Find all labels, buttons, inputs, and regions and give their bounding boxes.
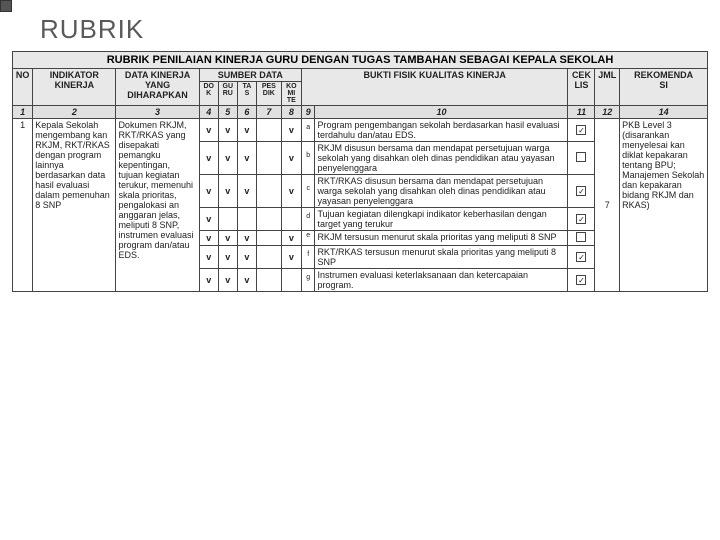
coln-8: 8 — [281, 106, 301, 119]
cell-bukti-num: b — [301, 142, 314, 175]
cell-sumber: v — [237, 231, 256, 246]
coln-7: 7 — [256, 106, 281, 119]
cell-sumber — [256, 231, 281, 246]
cell-ceklis[interactable]: ✓ — [568, 269, 595, 292]
th-sumber: SUMBER DATA — [199, 69, 301, 82]
coln-12: 12 — [595, 106, 620, 119]
page-title: RUBRIK — [0, 0, 720, 51]
th-indikator: INDIKATOR KINERJA — [33, 69, 116, 106]
cell-sumber: v — [199, 269, 218, 292]
th-s1: GU RU — [218, 82, 237, 106]
cell-sumber: v — [199, 142, 218, 175]
cell-bukti-text: Instrumen evaluasi keterlaksanaan dan ke… — [315, 269, 568, 292]
cell-sumber: v — [199, 246, 218, 269]
cell-no: 1 — [13, 119, 33, 292]
table-wrapper: RUBRIK PENILAIAN KINERJA GURU DENGAN TUG… — [0, 51, 720, 298]
cell-sumber: v — [218, 142, 237, 175]
cell-data: Dokumen RKJM, RKT/RKAS yang disepakati p… — [116, 119, 199, 292]
coln-10: 10 — [315, 106, 568, 119]
cell-sumber — [218, 208, 237, 231]
cell-sumber — [237, 208, 256, 231]
cell-sumber — [256, 269, 281, 292]
cell-sumber: v — [281, 119, 301, 142]
cell-bukti-text: Program pengembangan sekolah berdasarkan… — [315, 119, 568, 142]
coln-6: 6 — [237, 106, 256, 119]
cell-sumber: v — [218, 175, 237, 208]
cell-sumber: v — [199, 231, 218, 246]
th-s0: DO K — [199, 82, 218, 106]
rubric-table: NO INDIKATOR KINERJA DATA KINERJA YANG D… — [12, 68, 708, 292]
cell-sumber — [256, 142, 281, 175]
th-cek: CEK LIS — [568, 69, 595, 106]
cell-bukti-num: c — [301, 175, 314, 208]
th-data: DATA KINERJA YANG DIHARAPKAN — [116, 69, 199, 106]
cell-sumber: v — [218, 119, 237, 142]
cell-bukti-text: RKJM tersusun menurut skala prioritas ya… — [315, 231, 568, 246]
cell-bukti-text: Tujuan kegiatan dilengkapi indikator keb… — [315, 208, 568, 231]
cell-ceklis[interactable]: ✓ — [568, 119, 595, 142]
cell-sumber — [281, 208, 301, 231]
coln-14: 14 — [620, 106, 708, 119]
cell-bukti-text: RKT/RKAS disusun bersama dan mendapat pe… — [315, 175, 568, 208]
cell-sumber: v — [199, 119, 218, 142]
cell-sumber: v — [199, 208, 218, 231]
cell-sumber: v — [218, 269, 237, 292]
cell-ceklis[interactable]: ✓ — [568, 175, 595, 208]
th-s3: PES DIK — [256, 82, 281, 106]
cell-ceklis[interactable] — [568, 142, 595, 175]
cell-sumber: v — [237, 119, 256, 142]
cell-sumber: v — [218, 246, 237, 269]
cell-bukti-text: RKT/RKAS tersusun menurut skala priorita… — [315, 246, 568, 269]
cell-sumber — [256, 119, 281, 142]
th-s2: TA S — [237, 82, 256, 106]
cell-bukti-num: e — [301, 231, 314, 246]
th-s4: KO MI TE — [281, 82, 301, 106]
cell-ceklis[interactable]: ✓ — [568, 246, 595, 269]
cell-sumber — [256, 208, 281, 231]
window-corner — [0, 0, 12, 12]
cell-jml: 7 — [595, 119, 620, 292]
table-row: 1Kepala Sekolah mengembang kan RKJM, RKT… — [13, 119, 708, 142]
cell-sumber: v — [281, 231, 301, 246]
cell-sumber: v — [237, 246, 256, 269]
cell-rekom: PKB Level 3 (disarankan menyelesai kan d… — [620, 119, 708, 292]
coln-1: 1 — [13, 106, 33, 119]
coln-2: 2 — [33, 106, 116, 119]
cell-sumber: v — [281, 246, 301, 269]
cell-indikator: Kepala Sekolah mengembang kan RKJM, RKT/… — [33, 119, 116, 292]
cell-ceklis[interactable] — [568, 231, 595, 246]
cell-sumber: v — [281, 175, 301, 208]
coln-11: 11 — [568, 106, 595, 119]
cell-ceklis[interactable]: ✓ — [568, 208, 595, 231]
cell-sumber — [281, 269, 301, 292]
cell-bukti-num: d — [301, 208, 314, 231]
cell-bukti-num: g — [301, 269, 314, 292]
cell-sumber — [256, 246, 281, 269]
cell-sumber: v — [237, 142, 256, 175]
coln-3: 3 — [116, 106, 199, 119]
cell-bukti-num: a — [301, 119, 314, 142]
th-rekom: REKOMENDA SI — [620, 69, 708, 106]
cell-sumber: v — [281, 142, 301, 175]
th-jml: JML — [595, 69, 620, 106]
coln-5: 5 — [218, 106, 237, 119]
cell-bukti-text: RKJM disusun bersama dan mendapat perset… — [315, 142, 568, 175]
cell-sumber: v — [218, 231, 237, 246]
coln-9: 9 — [301, 106, 314, 119]
th-no: NO — [13, 69, 33, 106]
cell-sumber: v — [199, 175, 218, 208]
cell-sumber — [256, 175, 281, 208]
th-bukti: BUKTI FISIK KUALITAS KINERJA — [301, 69, 568, 106]
cell-sumber: v — [237, 269, 256, 292]
table-title: RUBRIK PENILAIAN KINERJA GURU DENGAN TUG… — [12, 51, 708, 68]
cell-bukti-num: f — [301, 246, 314, 269]
cell-sumber: v — [237, 175, 256, 208]
coln-4: 4 — [199, 106, 218, 119]
